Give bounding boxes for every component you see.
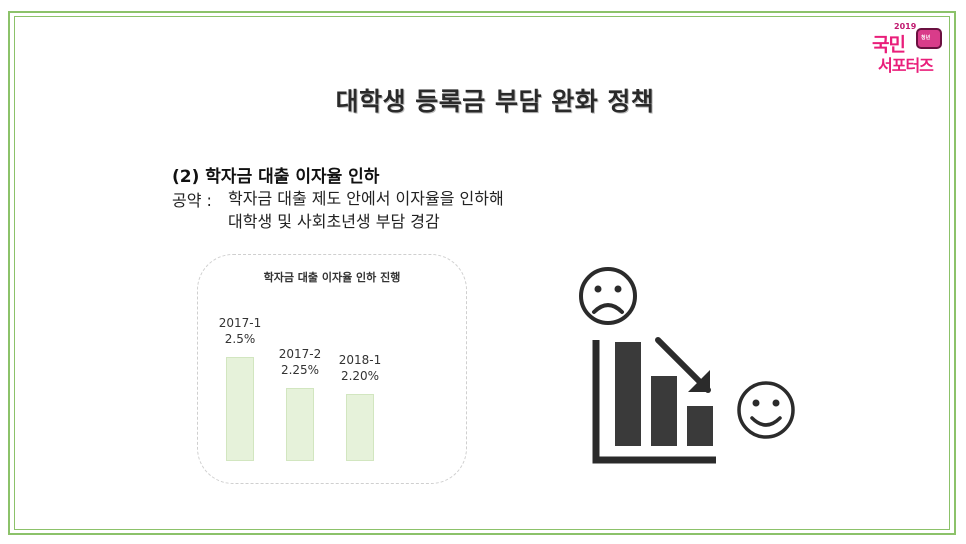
rate-decline-illustration bbox=[579, 267, 795, 464]
chart-bar-2018-1 bbox=[346, 394, 374, 461]
slide-frame-inner bbox=[14, 16, 950, 530]
happy-face-icon bbox=[737, 381, 795, 439]
pledge-text: 학자금 대출 제도 안에서 이자율을 인하해 대학생 및 사회초년생 부담 경감 bbox=[228, 187, 504, 233]
chart-bar-label: 2017-2 2.25% bbox=[265, 346, 335, 378]
logo-line2: 서포터즈 bbox=[878, 56, 934, 75]
supporters-logo: 2019 국민 청년 서포터즈 bbox=[868, 22, 948, 75]
slide-frame-outer bbox=[8, 11, 956, 535]
sad-face-icon bbox=[579, 267, 637, 325]
chart-category-label: 2017-2 bbox=[278, 347, 322, 361]
chart-bar-label: 2018-1 2.20% bbox=[325, 352, 395, 384]
chart-category-label: 2017-1 bbox=[218, 316, 262, 330]
chart-value-label: 2.25% bbox=[280, 363, 320, 377]
chart-value-label: 2.20% bbox=[340, 369, 380, 384]
chart-bar-2017-1 bbox=[226, 357, 254, 461]
policy-subhead: (2) 학자금 대출 이자율 인하 bbox=[172, 167, 380, 187]
chart-category-label: 2018-1 bbox=[338, 353, 382, 368]
pledge-label: 공약 : bbox=[172, 191, 212, 210]
chart-bar-2017-2 bbox=[286, 388, 314, 461]
interest-rate-chart: 학자금 대출 이자율 인하 진행 2017-1 2.5% 2017-2 2.25% 20… bbox=[197, 254, 467, 484]
chart-value-label: 2.5% bbox=[224, 332, 256, 346]
logo-line1: 국민 bbox=[872, 34, 906, 56]
pledge-line-1: 학자금 대출 제도 안에서 이자율을 인하해 bbox=[228, 189, 504, 208]
declining-bar-chart-icon bbox=[592, 337, 716, 464]
pledge-line-2: 대학생 및 사회초년생 부담 경감 bbox=[228, 212, 440, 231]
chart-bar-label: 2017-1 2.5% bbox=[205, 315, 275, 347]
tv-icon: 청년 bbox=[916, 28, 942, 49]
chart-title: 학자금 대출 이자율 인하 진행 bbox=[263, 271, 401, 284]
logo-year: 2019 bbox=[894, 22, 917, 31]
logo-badge: 청년 bbox=[921, 35, 931, 41]
slide-title: 대학생 등록금 부담 완화 정책 bbox=[335, 87, 655, 116]
